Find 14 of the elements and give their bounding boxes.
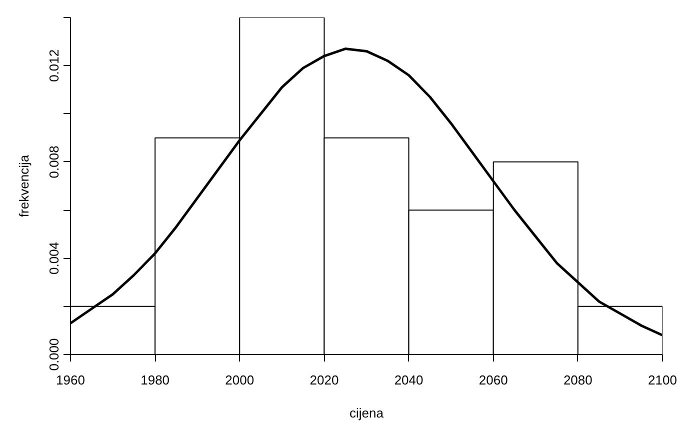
x-tick-label: 2080 <box>563 372 592 388</box>
y-axis-title: frekvencija <box>16 154 32 218</box>
y-tick-label: 0.004 <box>46 242 62 274</box>
y-tick-label: 0.008 <box>46 146 62 178</box>
x-axis-title: cijena <box>350 406 384 420</box>
y-tick-label: 0.000 <box>46 338 62 371</box>
x-tick-label: 2040 <box>394 372 424 388</box>
x-tick-label: 2060 <box>478 372 508 388</box>
x-tick-label: 2000 <box>225 372 254 388</box>
y-tick-label: 0.012 <box>46 49 62 82</box>
x-tick-label: 1960 <box>56 372 85 388</box>
x-tick-label: 2020 <box>310 372 339 388</box>
x-tick-label: 2100 <box>648 372 677 388</box>
x-tick-label: 1980 <box>140 372 170 388</box>
